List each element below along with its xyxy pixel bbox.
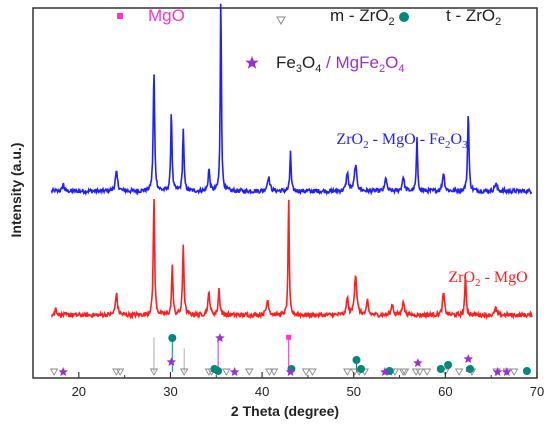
x-tick-label: 30 xyxy=(163,384,177,399)
x-tick-label: 60 xyxy=(438,384,452,399)
marker-m-zro2 xyxy=(301,368,311,376)
marker-fe3o4 xyxy=(215,333,225,342)
marker-t-zro2 xyxy=(444,361,453,369)
marker-m-zro2 xyxy=(179,368,189,376)
marker-m-zro2 xyxy=(115,368,125,376)
legend-m-zro2-label: m - ZrO2 xyxy=(330,6,395,28)
marker-m-zro2 xyxy=(222,368,231,376)
marker-mgo xyxy=(286,334,292,340)
marker-t-zro2 xyxy=(436,365,445,373)
series-line-0 xyxy=(50,3,533,197)
marker-fe3o4 xyxy=(285,367,296,376)
marker-fe3o4 xyxy=(58,367,68,376)
marker-t-zro2 xyxy=(522,367,531,375)
marker-m-zro2 xyxy=(350,368,359,376)
marker-m-zro2 xyxy=(265,368,274,376)
y-axis-title: Intensity (a.u.) xyxy=(8,143,24,238)
marker-t-zro2 xyxy=(357,365,366,373)
marker-fe3o4 xyxy=(463,354,473,363)
marker-m-zro2 xyxy=(454,368,464,376)
marker-m-zro2 xyxy=(415,368,424,376)
marker-m-zro2 xyxy=(411,368,421,376)
x-tick-label: 50 xyxy=(346,384,360,399)
legend-fe3o4-marker xyxy=(245,56,259,69)
x-tick-label: 40 xyxy=(255,384,269,399)
marker-t-zro2 xyxy=(214,367,223,375)
series-label-zro2-mgo: ZrO2 - MgO xyxy=(448,269,527,289)
marker-fe3o4 xyxy=(502,367,512,376)
marker-m-zro2 xyxy=(422,368,432,376)
marker-m-zro2 xyxy=(441,368,450,376)
plot-frame xyxy=(32,7,538,379)
reference-pattern-layer xyxy=(49,333,531,376)
x-tick-label: 20 xyxy=(72,384,86,399)
x-tick-label: 70 xyxy=(530,384,544,399)
legend-t-zro2-marker xyxy=(399,12,409,22)
marker-t-zro2 xyxy=(466,365,475,373)
x-axis-ticks: 20 30 40 50 60 70 xyxy=(32,372,544,399)
marker-fe3o4 xyxy=(166,357,177,366)
marker-fe3o4 xyxy=(380,367,390,376)
legend: MgO m - ZrO2 t - ZrO2 Fe3O4 / MgFe2O4 xyxy=(117,6,501,75)
marker-t-zro2 xyxy=(168,334,177,342)
marker-m-zro2 xyxy=(244,368,254,376)
marker-m-zro2 xyxy=(509,368,519,376)
marker-m-zro2 xyxy=(400,368,410,376)
legend-m-zro2-marker xyxy=(276,16,286,26)
legend-fe3o4-label: Fe3O4 / MgFe2O4 xyxy=(276,53,404,75)
marker-m-zro2 xyxy=(269,368,279,376)
marker-fe3o4 xyxy=(492,367,503,376)
x-axis-title: 2 Theta (degree) xyxy=(231,403,339,419)
legend-mgo-label: MgO xyxy=(148,6,185,25)
legend-mgo-marker xyxy=(117,13,123,19)
marker-m-zro2 xyxy=(112,368,121,376)
marker-fe3o4 xyxy=(229,367,240,376)
series-layer xyxy=(50,3,533,321)
marker-m-zro2 xyxy=(343,368,352,376)
marker-m-zro2 xyxy=(308,368,317,376)
marker-m-zro2 xyxy=(49,368,59,376)
series-label-zro2-mgo-fe2o3: ZrO2 - MgO - Fe2O3 xyxy=(336,131,468,151)
series-line-1 xyxy=(51,198,533,321)
marker-t-zro2 xyxy=(352,356,361,364)
marker-fe3o4 xyxy=(413,358,423,367)
legend-t-zro2-label: t - ZrO2 xyxy=(446,6,501,28)
marker-m-zro2 xyxy=(149,368,159,376)
marker-t-zro2 xyxy=(385,367,394,375)
